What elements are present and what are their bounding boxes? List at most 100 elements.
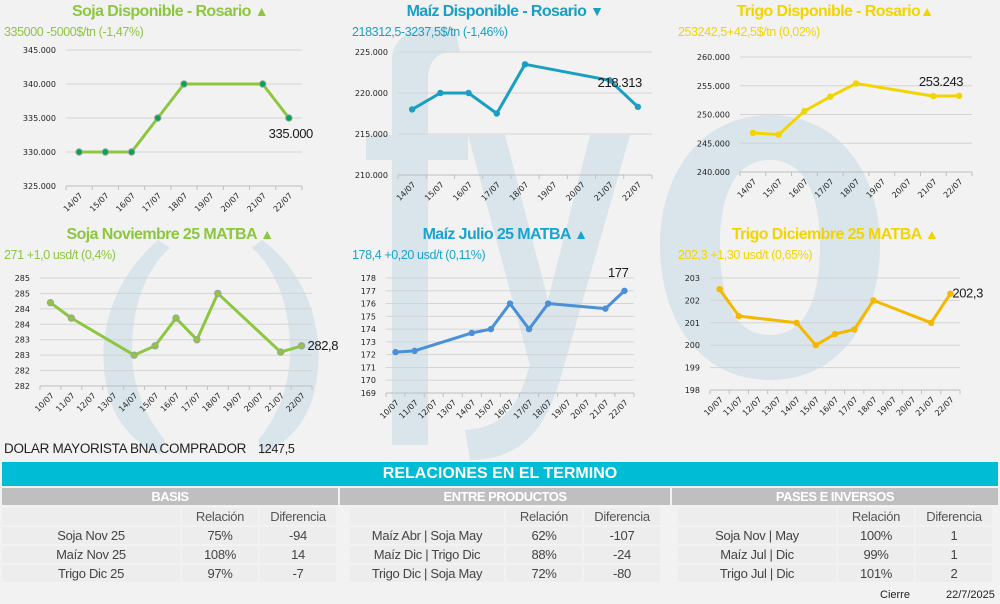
x-tick-label: 17/07 (480, 180, 503, 203)
x-tick-label: 22/07 (933, 395, 956, 418)
row-relacion: 108% (182, 546, 258, 563)
x-tick-label: 19/07 (193, 191, 216, 214)
data-point (801, 107, 808, 115)
data-point (525, 325, 533, 333)
data-point (151, 342, 159, 350)
x-tick-label: 22/07 (942, 177, 965, 200)
chart-panel-trigo-disponible: Trigo Disponible - Rosario▲ 253242,5+42,… (670, 0, 1000, 222)
x-tick-label: 11/07 (54, 391, 77, 414)
data-point (437, 89, 444, 97)
x-tick-label: 15/07 (761, 177, 784, 200)
data-point (606, 77, 613, 84)
row-diferencia: -107 (584, 527, 660, 544)
x-tick-label: 18/07 (167, 191, 190, 214)
chart-title-text: Maíz Disponible - Rosario (406, 3, 587, 20)
chart-panel-maiz-disponible: Maíz Disponible - Rosario ▼ 218312,5-323… (340, 0, 670, 222)
chart-title: Trigo Diciembre 25 MATBA ▲ (670, 226, 1000, 244)
data-point (392, 348, 399, 356)
data-point (101, 148, 110, 156)
data-point (521, 61, 529, 68)
chart-title: Maíz Julio 25 MATBA ▲ (340, 226, 670, 244)
series-line (752, 81, 960, 137)
y-tick-label: 200 (685, 341, 700, 350)
data-point (46, 298, 55, 307)
y-tick-label: 173 (361, 338, 376, 347)
row-name: Maíz Abr | Soja May (350, 527, 504, 544)
chart-subtitle: 218312,5-3237,5$/tn (-1,46%) (352, 25, 508, 39)
x-tick-label: 15/07 (423, 180, 446, 203)
chart-title: Soja Disponible - Rosario ▲ (0, 3, 340, 21)
data-point (276, 348, 285, 356)
row-diferencia: 1 (916, 527, 992, 544)
data-point (955, 92, 963, 100)
table-header-row: Relación Diferencia (678, 508, 992, 525)
x-tick-label: 16/07 (114, 191, 137, 214)
chart-subtitle: 178,4 +0,20 usd/t (0,11%) (352, 248, 486, 262)
x-tick-label: 12/07 (741, 395, 764, 418)
row-diferencia: -80 (584, 565, 660, 582)
section-header-entre-productos: ENTRE PRODUCTOS (340, 488, 670, 505)
data-point (602, 305, 609, 312)
data-point (468, 329, 476, 337)
data-point (793, 319, 800, 326)
table-row: Trigo Dic | Soja May 72% -80 (350, 565, 660, 582)
chart-title: Trigo Disponible - Rosario▲ (670, 3, 1000, 21)
x-tick-label: 19/07 (222, 391, 245, 414)
row-relacion: 88% (506, 546, 582, 563)
data-point (493, 110, 500, 117)
x-tick-label: 20/07 (895, 395, 918, 418)
x-tick-label: 21/07 (588, 398, 611, 421)
trend-up-icon: ▲ (924, 226, 939, 242)
row-name: Trigo Dic | Soja May (350, 565, 504, 582)
data-point (297, 342, 306, 350)
table-header-row: Relación Diferencia (350, 508, 660, 525)
x-tick-label: 14/07 (117, 391, 140, 414)
table-row: Maíz Jul | Dic 99% 1 (678, 546, 992, 563)
table-row: Trigo Dic 25 97% -7 (2, 565, 336, 582)
section-header-basis: BASIS (2, 488, 338, 505)
chart-title-text: Maíz Julio 25 MATBA (422, 226, 571, 243)
section-header-pases-inversos: PASES E INVERSOS (672, 488, 998, 505)
y-tick-label: 177 (361, 287, 376, 296)
chart-subtitle: 271 +1,0 usd/t (0,4%) (4, 248, 116, 262)
chart-title: Soja Noviembre 25 MATBA ▲ (0, 226, 340, 244)
x-tick-label: 15/07 (138, 391, 161, 414)
data-point (827, 93, 834, 100)
y-tick-label: 240.000 (697, 168, 730, 177)
line-chart-soja-disponible: 325.000 330.000 335.000 340.000 345.000 14/07… (23, 46, 314, 214)
data-point (465, 89, 472, 97)
y-tick-label: 330.000 (23, 148, 56, 157)
x-tick-label: 14/07 (736, 177, 759, 200)
trend-up-icon: ▲ (254, 3, 269, 19)
table-row: Soja Nov | May 100% 1 (678, 527, 992, 544)
x-tick-label: 16/07 (451, 180, 474, 203)
data-point (506, 300, 514, 307)
row-diferencia: 1 (916, 546, 992, 563)
y-tick-label: 284 (15, 320, 30, 329)
y-tick-label: 282 (15, 382, 30, 391)
table-header-row: Relación Diferencia (2, 508, 336, 525)
x-tick-label: 22/07 (284, 391, 307, 414)
y-tick-label: 169 (361, 389, 376, 398)
x-tick-label: 18/07 (201, 391, 224, 414)
data-point (851, 326, 858, 333)
cierre-date: Cierre 22/7/2025 (880, 589, 995, 601)
line-chart-trigo-disponible: 240.000 245.000 250.000 255.000 260.000 14/07… (697, 53, 973, 200)
data-point (154, 114, 162, 122)
x-tick-label: 16/07 (787, 177, 810, 200)
x-tick-label: 12/07 (75, 391, 98, 414)
row-name: Trigo Dic 25 (2, 565, 180, 582)
chart-panel-maiz-jul-25: Maíz Julio 25 MATBA ▲ 178,4 +0,20 usd/t … (340, 222, 670, 440)
y-tick-label: 325.000 (23, 182, 56, 191)
y-tick-label: 245.000 (697, 139, 730, 148)
trend-up-icon: ▲ (920, 3, 934, 19)
data-point (749, 129, 757, 137)
row-relacion: 62% (506, 527, 582, 544)
y-tick-label: 199 (685, 364, 700, 373)
y-tick-label: 171 (361, 363, 376, 372)
chart-title-text: Soja Noviembre 25 MATBA (66, 226, 257, 243)
x-tick-label: 19/07 (875, 395, 898, 418)
y-tick-label: 215.000 (355, 130, 388, 139)
y-tick-label: 201 (685, 319, 700, 328)
y-tick-label: 198 (685, 386, 700, 395)
